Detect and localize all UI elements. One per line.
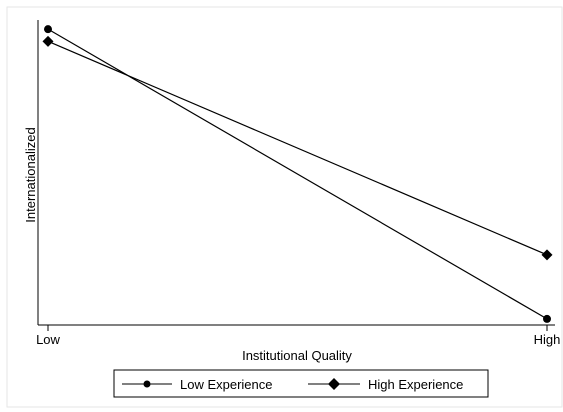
point-low-experience-low (44, 25, 52, 34)
legend-marker-diamond (328, 378, 340, 390)
legend-label-low-experience: Low Experience (180, 377, 273, 392)
legend-box (113, 369, 489, 398)
legend-label-high-experience: High Experience (368, 377, 463, 392)
x-tick-label-high: High (534, 332, 561, 347)
point-high-experience-high (541, 249, 553, 261)
outer-frame (6, 6, 563, 408)
x-tick-label-low: Low (36, 332, 60, 347)
series-high-experience (42, 35, 553, 261)
x-axis-title: Institutional Quality (242, 348, 352, 363)
point-low-experience-high (543, 314, 551, 323)
y-axis-title: Internationalized (23, 127, 38, 222)
legend-marker-circle (143, 380, 151, 388)
point-high-experience-low (42, 35, 54, 47)
series-line-high-experience (47, 40, 548, 256)
legend: Low Experience High Experience (113, 369, 489, 398)
